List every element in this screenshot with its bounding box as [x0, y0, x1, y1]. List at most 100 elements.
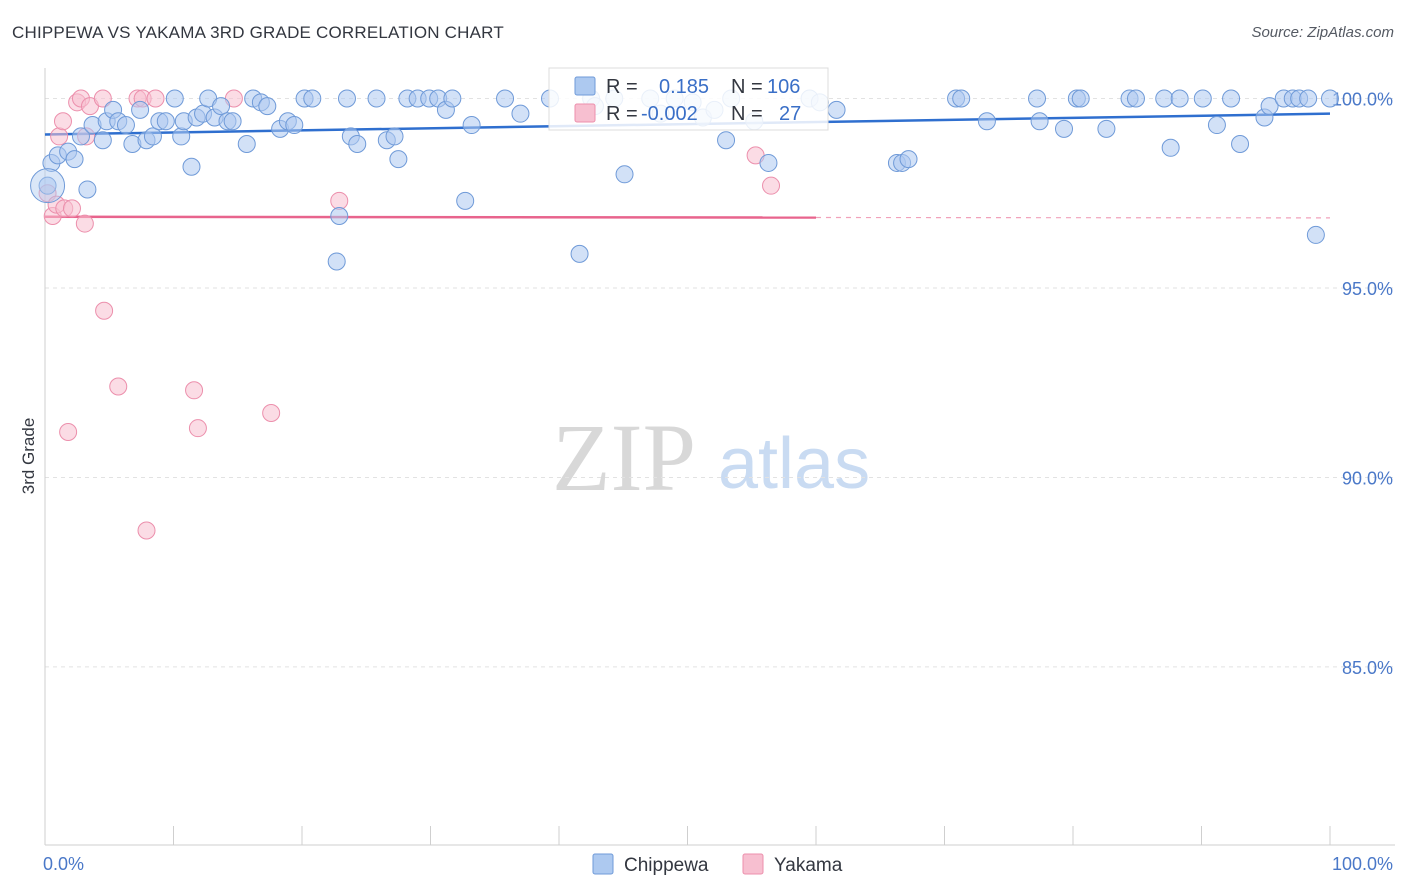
- chippewa-point: [237, 134, 256, 153]
- yakama-points: [38, 89, 781, 540]
- stats-r-value-chippewa: 0.185: [659, 76, 709, 98]
- stats-r-label-yakama: R =: [606, 103, 638, 125]
- chippewa-point: [827, 100, 846, 119]
- chippewa-point: [143, 127, 162, 146]
- chippewa-point: [977, 112, 996, 131]
- chippewa-point: [285, 116, 304, 135]
- y-tick-label: 85.0%: [1342, 658, 1393, 678]
- chippewa-point: [1207, 116, 1226, 135]
- legend-label-yakama: Yakama: [774, 855, 843, 876]
- chippewa-point: [258, 97, 277, 116]
- stats-swatch-chippewa: [574, 76, 596, 96]
- x-tick-label: 0.0%: [43, 854, 84, 874]
- chippewa-point: [1299, 89, 1318, 108]
- stats-r-value-yakama: -0.002: [641, 103, 698, 125]
- chippewa-point: [1030, 112, 1049, 131]
- source-note: Source: ZipAtlas.com: [1251, 24, 1394, 41]
- yakama-point: [146, 89, 165, 108]
- stats-n-value-yakama: 27: [779, 103, 801, 125]
- chippewa-point: [1161, 138, 1180, 157]
- legend-label-chippewa: Chippewa: [624, 855, 709, 876]
- chippewa-point: [1071, 89, 1090, 108]
- chippewa-point: [1222, 89, 1241, 108]
- chippewa-point: [1028, 89, 1047, 108]
- yakama-point: [762, 176, 781, 195]
- watermark-atlas: atlas: [718, 424, 870, 504]
- chippewa-point: [38, 176, 57, 195]
- chippewa-point: [1306, 225, 1325, 244]
- yakama-point: [93, 89, 112, 108]
- chippewa-point: [223, 112, 242, 131]
- chippewa-point: [759, 153, 778, 172]
- legend: Chippewa Yakama: [592, 853, 843, 876]
- chippewa-point: [1321, 89, 1339, 108]
- chippewa-point: [172, 127, 191, 146]
- chippewa-point: [389, 150, 408, 169]
- chippewa-point: [1055, 119, 1074, 138]
- chippewa-point: [443, 89, 462, 108]
- y-tick-label: 100.0%: [1332, 90, 1393, 110]
- x-tick-label: 100.0%: [1332, 854, 1393, 874]
- chippewa-point: [78, 180, 97, 199]
- chippewa-point: [952, 89, 971, 108]
- chippewa-point: [899, 150, 918, 169]
- chippewa-point: [348, 134, 367, 153]
- chippewa-point: [182, 157, 201, 176]
- yakama-point: [185, 381, 204, 400]
- chippewa-point: [337, 89, 356, 108]
- chippewa-point: [1260, 97, 1279, 116]
- chippewa-point: [1170, 89, 1189, 108]
- yakama-trend-line: [44, 215, 817, 219]
- legend-swatch-yakama: [742, 853, 764, 875]
- yakama-point: [188, 419, 207, 438]
- watermark: ZIP atlas: [552, 404, 870, 511]
- chippewa-point: [1155, 89, 1174, 108]
- chippewa-point: [1097, 119, 1116, 138]
- stats-n-value-chippewa: 106: [767, 76, 800, 98]
- stats-n-label-yakama: N =: [731, 103, 763, 125]
- stats-n-label-chippewa: N =: [731, 76, 763, 98]
- chippewa-point: [456, 191, 475, 210]
- chippewa-point: [327, 252, 346, 271]
- yakama-point: [59, 422, 78, 441]
- chippewa-point: [212, 97, 231, 116]
- chippewa-point: [1231, 134, 1250, 153]
- chippewa-point: [30, 168, 66, 204]
- chippewa-point: [462, 116, 481, 135]
- legend-swatch-chippewa: [592, 853, 614, 875]
- chippewa-point: [1126, 89, 1145, 108]
- yakama-point: [62, 199, 81, 218]
- chippewa-point: [717, 131, 736, 150]
- stats-box: R = 0.185 N = 106 R = -0.002 N = 27: [548, 67, 829, 131]
- chippewa-point: [65, 150, 84, 169]
- chippewa-point: [615, 165, 634, 184]
- yakama-point: [109, 377, 128, 396]
- stats-swatch-yakama: [574, 103, 596, 123]
- chippewa-point: [385, 127, 404, 146]
- chippewa-point: [496, 89, 515, 108]
- stats-r-label-chippewa: R =: [606, 76, 638, 98]
- chippewa-point: [71, 127, 90, 146]
- y-axis-label: 3rd Grade: [19, 418, 38, 495]
- chippewa-point: [303, 89, 322, 108]
- yakama-point: [53, 112, 72, 131]
- chippewa-point: [367, 89, 386, 108]
- y-tick-label: 90.0%: [1342, 468, 1393, 488]
- chippewa-point: [511, 104, 530, 123]
- yakama-point: [330, 191, 349, 210]
- chippewa-point: [156, 112, 175, 131]
- y-tick-label: 95.0%: [1342, 279, 1393, 299]
- x-tick-labels: 0.0% 100.0%: [43, 854, 1393, 874]
- chippewa-point: [131, 100, 150, 119]
- yakama-point: [262, 404, 281, 423]
- yakama-point: [50, 127, 69, 146]
- chippewa-point: [330, 206, 349, 225]
- yakama-point: [95, 301, 114, 320]
- watermark-zip: ZIP: [552, 404, 696, 511]
- yakama-point: [75, 214, 94, 233]
- chippewa-point: [93, 131, 112, 150]
- chippewa-point: [165, 89, 184, 108]
- grid: [45, 98, 1395, 668]
- chart-title: CHIPPEWA VS YAKAMA 3RD GRADE CORRELATION…: [12, 23, 504, 42]
